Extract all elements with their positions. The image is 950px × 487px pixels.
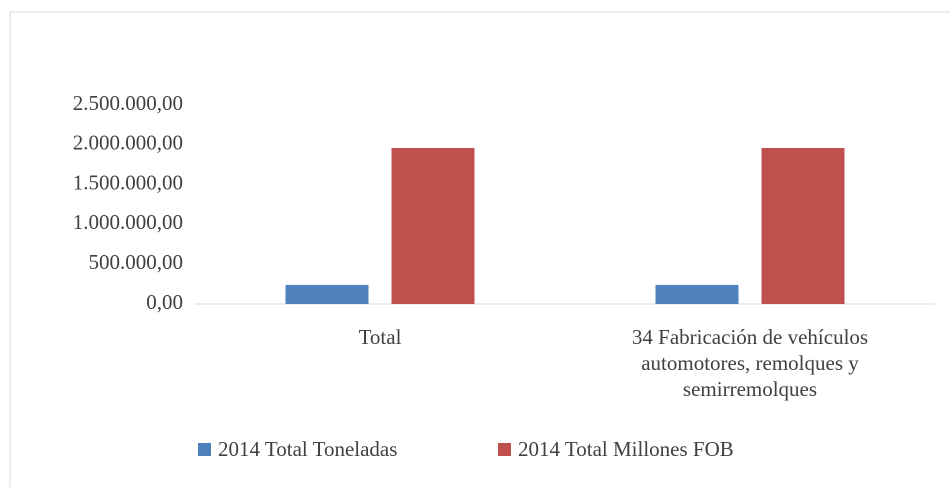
bar [761,147,845,304]
bar [391,147,475,304]
y-tick-label: 1.500.000,00 [73,170,183,194]
y-tick-label: 2.500.000,00 [73,91,183,115]
legend-label: 2014 Total Toneladas [218,437,397,461]
y-tick-label: 2.000.000,00 [73,131,183,155]
y-tick-label: 500.000,00 [89,250,184,274]
legend-swatch [498,443,511,456]
x-tick-label: Total [358,325,402,349]
bar [285,284,369,304]
legend-swatch [198,443,211,456]
chart-border [9,11,950,487]
bar [655,284,739,304]
x-tick-label: 34 Fabricación de vehículos automotores,… [631,325,869,401]
y-tick-label: 1.000.000,00 [73,210,183,234]
legend-label: 2014 Total Millones FOB [518,437,734,461]
y-tick-label: 0,00 [146,290,183,314]
